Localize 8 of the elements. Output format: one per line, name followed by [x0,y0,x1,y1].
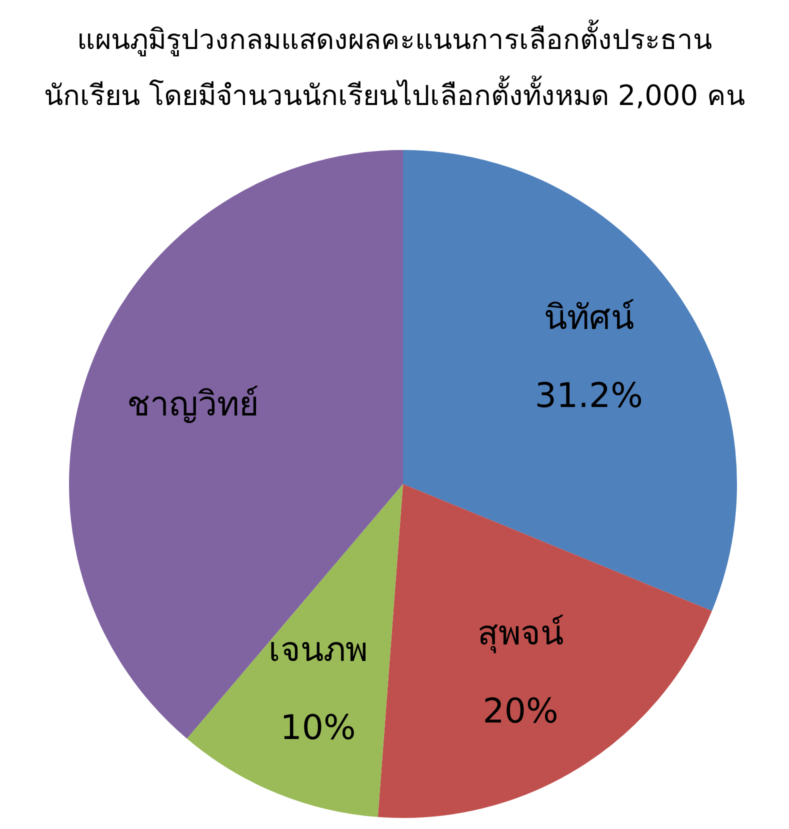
chart-title: แผนภูมิรูปวงกลมแสดงผลคะแนนการเลือกตั้งประธาน นักเรียน โดยมีจำนวนนักเรียนไปเลือกตั้งทั้งหมด 2,000 คน [43,18,746,114]
slice-label: เจนภพ [268,630,368,670]
slice-label: ชาญวิทย์ [126,384,259,425]
slice-label: นิทัศน์ [544,298,634,338]
data-label: 10% [280,708,356,748]
slice-label: สุพจน์ [478,613,564,654]
data-label: 20% [482,691,558,732]
data-label: 31.2% [534,376,643,416]
